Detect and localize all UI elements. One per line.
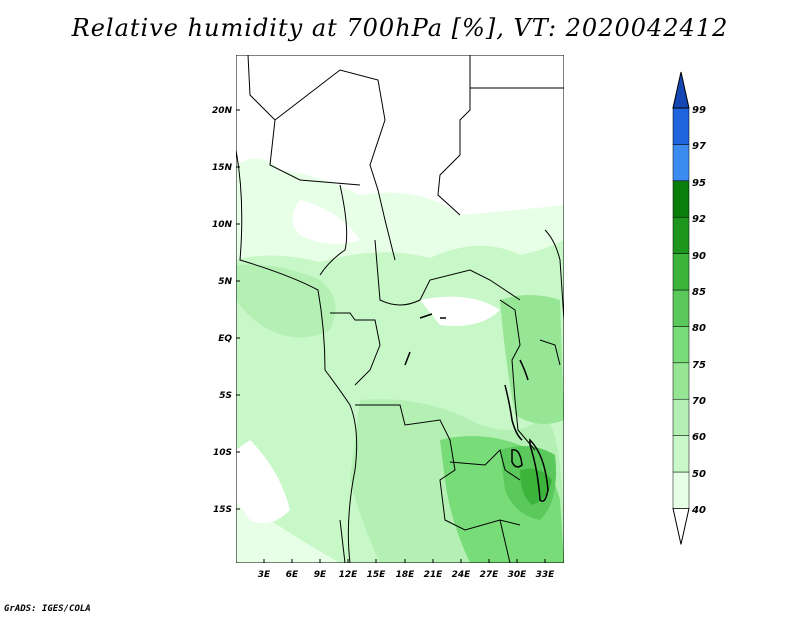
colorbar-segment [672, 471, 690, 509]
lat-label: 10S [213, 448, 232, 458]
grads-credit: GrADS: IGES/COLA [4, 604, 91, 614]
map-panel [236, 55, 564, 563]
lakes [404, 313, 549, 502]
colorbar-segment [672, 144, 690, 182]
colorbar-label: 60 [692, 432, 706, 443]
colorbar-segment [672, 216, 690, 254]
colorbar-label: 85 [692, 287, 706, 298]
map-title: Relative humidity at 700hPa [%], VT: 202… [71, 14, 729, 42]
colorbar-label: 97 [692, 141, 706, 152]
colorbar-label: 80 [692, 323, 706, 334]
lat-label: 5N [218, 277, 232, 287]
colorbar-label: 90 [692, 251, 706, 262]
colorbar-label: 75 [692, 360, 706, 371]
lon-label: 9E [314, 570, 327, 580]
lon-label: 24E [452, 570, 472, 580]
colorbar-label: 99 [692, 105, 706, 116]
colorbar-label: 70 [692, 396, 706, 407]
lon-label: 3E [258, 570, 271, 580]
colorbar-segment [672, 398, 690, 436]
colorbar-segment [672, 507, 690, 545]
country-borders [236, 55, 564, 563]
lat-label: 15N [212, 163, 233, 173]
colorbar-label: 92 [692, 214, 706, 225]
lat-label: 20N [212, 106, 233, 116]
colorbar-segment [672, 435, 690, 473]
colorbar-segment [672, 362, 690, 400]
colorbar-segment [672, 180, 690, 218]
lat-label: 5S [219, 391, 232, 401]
colorbar-label: 95 [692, 178, 706, 189]
longitude-labels: 3E 6E 9E 12E 15E 18E 21E 24E 27E 30E 33E [258, 570, 555, 580]
longitude-ticks [263, 559, 546, 563]
colorbar-segment [672, 253, 690, 291]
latitude-labels: 20N 15N 10N 5N EQ 5S 10S 15S [212, 106, 233, 515]
lon-label: 6E [286, 570, 299, 580]
colorbar-segment [672, 71, 690, 109]
lon-label: 15E [367, 570, 387, 580]
lon-label: 27E [480, 570, 500, 580]
latitude-ticks [236, 109, 240, 510]
lat-label: 15S [213, 505, 232, 515]
lat-label: EQ [218, 334, 232, 344]
colorbar-labels: 99 97 95 92 90 85 80 75 70 60 50 40 [691, 105, 706, 516]
lon-label: 33E [536, 570, 556, 580]
colorbar-label: 50 [692, 469, 706, 480]
lon-label: 18E [396, 570, 416, 580]
lat-label: 10N [212, 220, 233, 230]
colorbar-segment [672, 107, 690, 145]
colorbar-label: 40 [691, 505, 706, 516]
colorbar [672, 71, 690, 545]
humidity-field [236, 95, 564, 563]
lon-label: 21E [424, 570, 444, 580]
colorbar-segment [672, 326, 690, 364]
lon-label: 12E [339, 570, 359, 580]
colorbar-segment [672, 289, 690, 327]
lon-label: 30E [508, 570, 528, 580]
